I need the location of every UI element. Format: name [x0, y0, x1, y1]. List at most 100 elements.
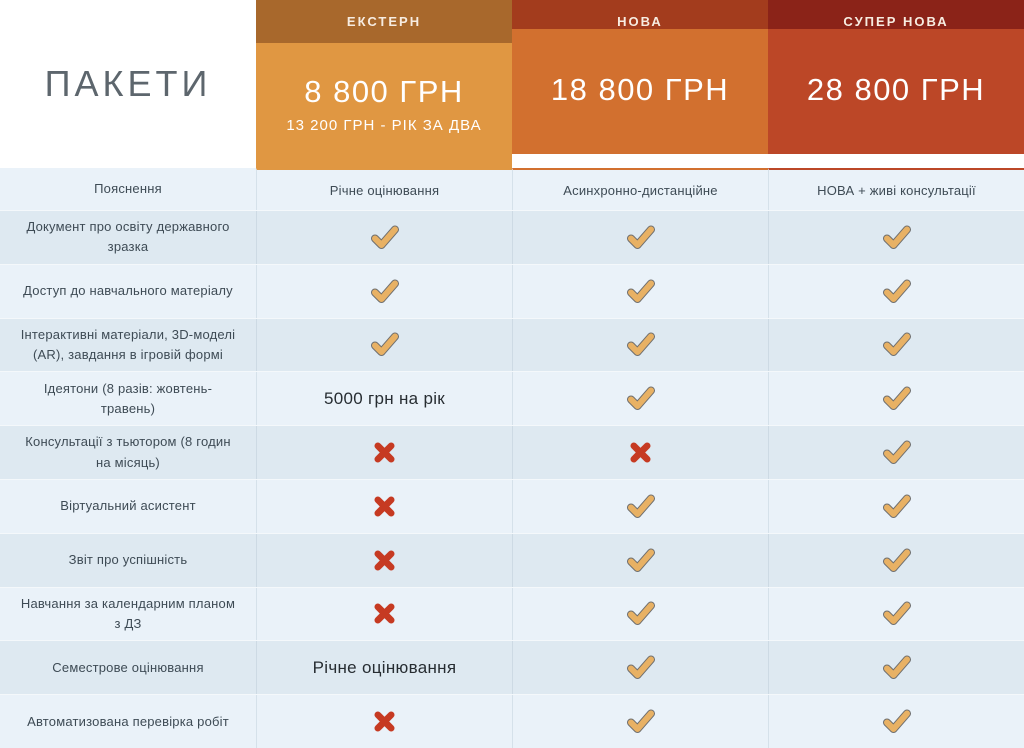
- cross-icon: [373, 442, 396, 463]
- feature-cell: [768, 426, 1024, 479]
- package-column-super-nova: СУПЕР НОВА 28 800 ГРН: [768, 0, 1024, 168]
- check-icon: [626, 332, 656, 357]
- feature-cell: [512, 211, 768, 264]
- feature-cell: [768, 479, 1024, 533]
- feature-cell: [512, 264, 768, 318]
- feature-cell: [256, 318, 512, 372]
- table-row: Звіт про успішність: [0, 532, 1024, 587]
- package-tab-ekstern: ЕКСТЕРН: [256, 0, 512, 43]
- feature-label-cell: Семестрове оцінювання: [0, 641, 256, 694]
- cell-text: 5000 грн на рік: [323, 388, 446, 408]
- package-column-nova: НОВА 18 800 ГРН: [512, 0, 768, 168]
- feature-cell: Асинхронно-дистанційне: [512, 168, 768, 210]
- page-title: ПАКЕТИ: [44, 63, 212, 104]
- table-row: Доступ до навчального матеріалу: [0, 263, 1024, 318]
- feature-cell: [512, 426, 768, 479]
- table-row: Ідеятони (8 разів: жовтень-травень) 5000 …: [0, 371, 1024, 426]
- feature-cell: [768, 372, 1024, 426]
- feature-cell: [512, 372, 768, 426]
- feature-cell: 5000 грн на рік: [256, 372, 512, 426]
- feature-label: Семестрове оцінювання: [52, 659, 204, 675]
- cell-text: Асинхронно-дистанційне: [563, 182, 718, 198]
- feature-label: Ідеятони (8 разів: жовтень-травень): [43, 380, 213, 416]
- feature-label: Навчання за календарним планом з ДЗ: [20, 595, 236, 631]
- table-row: Семестрове оцінювання Річне оцінювання: [0, 640, 1024, 695]
- feature-label-cell: Звіт про успішність: [0, 534, 256, 587]
- feature-cell: [256, 479, 512, 533]
- feature-cell: [256, 533, 512, 587]
- check-icon: [882, 225, 912, 250]
- check-icon: [882, 332, 912, 357]
- feature-cell: Річне оцінювання: [256, 641, 512, 695]
- feature-cell: [512, 695, 768, 748]
- feature-label: Доступ до навчального матеріалу: [23, 283, 233, 299]
- feature-cell: [256, 426, 512, 479]
- check-icon: [626, 225, 656, 250]
- feature-cell: [256, 211, 512, 264]
- check-icon: [626, 279, 656, 304]
- cross-icon: [373, 711, 396, 732]
- cross-icon: [373, 496, 396, 517]
- table-row: Віртуальний асистент: [0, 478, 1024, 533]
- feature-cell: [512, 479, 768, 533]
- package-price: 28 800 ГРН: [806, 71, 986, 107]
- title-cell: ПАКЕТИ: [0, 0, 256, 168]
- feature-label-cell: Навчання за календарним планом з ДЗ: [0, 588, 256, 641]
- feature-cell: Річне оцінювання: [256, 168, 512, 210]
- feature-label: Документ про освіту державного зразка: [26, 219, 230, 255]
- check-icon: [626, 655, 656, 680]
- feature-cell: [768, 587, 1024, 641]
- feature-label: Консультації з тьютором (8 годин на міся…: [25, 434, 231, 470]
- feature-cell: [512, 587, 768, 641]
- package-price-area: 8 800 ГРН 13 200 ГРН - РІК ЗА ДВА: [256, 43, 512, 168]
- package-price-area: 18 800 ГРН: [512, 29, 768, 154]
- check-icon: [882, 440, 912, 465]
- feature-label-cell: Документ про освіту державного зразка: [0, 211, 256, 264]
- table-row: Консультації з тьютором (8 годин на міся…: [0, 425, 1024, 479]
- check-icon: [882, 601, 912, 626]
- check-icon: [882, 279, 912, 304]
- check-icon: [370, 279, 400, 304]
- feature-cell: [512, 533, 768, 587]
- feature-label-cell: Інтерактивні матеріали, 3D-моделі (AR), …: [0, 319, 256, 372]
- check-icon: [626, 601, 656, 626]
- feature-label: Автоматизована перевірка робіт: [27, 713, 229, 729]
- feature-label-cell: Віртуальний асистент: [0, 480, 256, 533]
- cell-text: Річне оцінювання: [329, 182, 440, 198]
- table-row: Інтерактивні матеріали, 3D-моделі (AR), …: [0, 317, 1024, 372]
- check-icon: [370, 225, 400, 250]
- feature-cell: [512, 641, 768, 695]
- feature-label-cell: Автоматизована перевірка робіт: [0, 695, 256, 748]
- check-icon: [882, 655, 912, 680]
- check-icon: [370, 332, 400, 357]
- cell-text: Річне оцінювання: [312, 657, 457, 677]
- package-subprice: 13 200 ГРН - РІК ЗА ДВА: [286, 116, 482, 134]
- check-icon: [626, 386, 656, 411]
- feature-cell: [256, 264, 512, 318]
- check-icon: [882, 709, 912, 734]
- feature-cell: [256, 695, 512, 748]
- table-row: Автоматизована перевірка робіт: [0, 694, 1024, 748]
- feature-label: Інтерактивні матеріали, 3D-моделі (AR), …: [20, 326, 236, 362]
- check-icon: [626, 709, 656, 734]
- package-column-ekstern: ЕКСТЕРН 8 800 ГРН 13 200 ГРН - РІК ЗА ДВ…: [256, 0, 512, 168]
- package-price: 18 800 ГРН: [550, 71, 730, 107]
- cross-icon: [373, 550, 396, 571]
- feature-rows: Пояснення Річне оцінювання Асинхронно-дист…: [0, 168, 1024, 748]
- table-row: Документ про освіту державного зразка: [0, 210, 1024, 264]
- check-icon: [882, 548, 912, 573]
- feature-label-cell: Пояснення: [0, 168, 256, 210]
- feature-cell: [768, 318, 1024, 372]
- feature-cell: [768, 533, 1024, 587]
- check-icon: [626, 494, 656, 519]
- feature-label: Віртуальний асистент: [60, 498, 196, 514]
- table-header: ПАКЕТИ ЕКСТЕРН 8 800 ГРН 13 200 ГРН - РІ…: [0, 0, 1024, 168]
- feature-cell: [256, 587, 512, 641]
- table-row: Пояснення Річне оцінювання Асинхронно-дист…: [0, 168, 1024, 210]
- feature-label-cell: Консультації з тьютором (8 годин на міся…: [0, 426, 256, 479]
- feature-cell: [768, 264, 1024, 318]
- feature-label: Пояснення: [94, 180, 162, 196]
- cross-icon: [629, 442, 652, 463]
- package-price-area: 28 800 ГРН: [768, 29, 1024, 154]
